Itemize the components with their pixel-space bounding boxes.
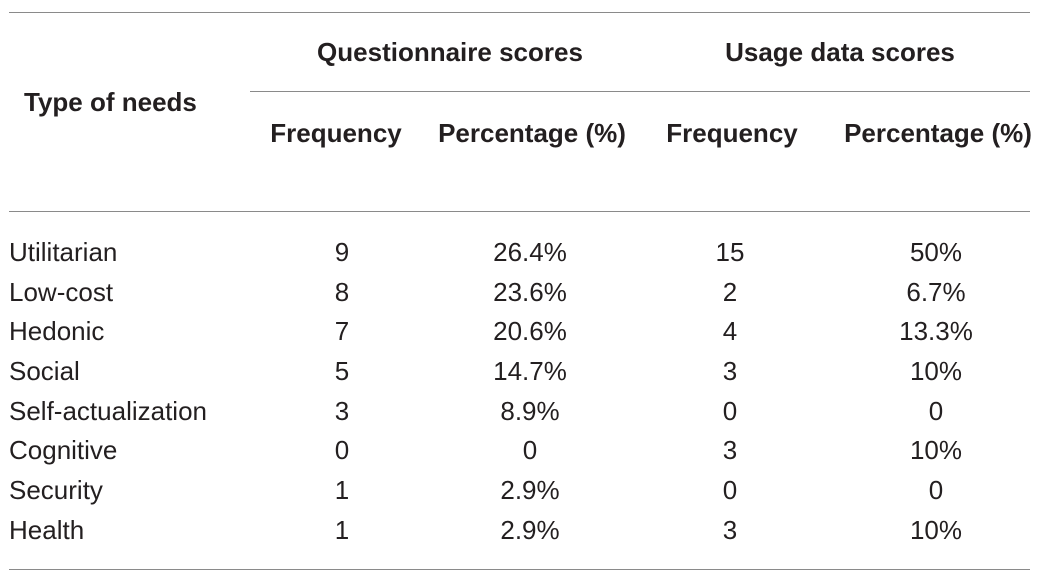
header-bottom-rule <box>9 211 1030 212</box>
header-questionnaire-scores: Questionnaire scores <box>317 37 583 67</box>
usage-frequency: 2 <box>722 276 738 307</box>
need-name: Utilitarian <box>9 237 118 267</box>
header-questionnaire-frequency: Frequency <box>270 118 402 148</box>
questionnaire-percentage: 0 <box>522 435 538 466</box>
questionnaire-frequency: 1 <box>334 514 350 545</box>
usage-frequency: 3 <box>722 514 738 545</box>
questionnaire-frequency: 3 <box>334 395 350 426</box>
questionnaire-percentage: 26.4% <box>493 237 567 267</box>
questionnaire-frequency: 5 <box>334 356 350 387</box>
usage-percentage: 50% <box>909 237 963 267</box>
questionnaire-percentage: 2.9% <box>500 475 560 506</box>
usage-frequency: 4 <box>722 316 738 347</box>
usage-percentage: 10% <box>909 514 963 545</box>
questionnaire-percentage: 2.9% <box>500 514 560 545</box>
usage-frequency: 3 <box>722 356 738 387</box>
header-questionnaire-percentage: Percentage (%) <box>438 118 626 148</box>
table-row: Health 1 2.9% 3 10% <box>0 510 1042 550</box>
need-name: Security <box>9 475 103 506</box>
table-row: Social 5 14.7% 3 10% <box>0 351 1042 391</box>
usage-percentage: 6.7% <box>906 276 966 307</box>
usage-percentage: 13.3% <box>899 316 973 347</box>
table-row: Utilitarian 9 26.4% 15 50% <box>0 232 1042 272</box>
table-row: Self-actualization 3 8.9% 0 0 <box>0 391 1042 431</box>
usage-percentage: 0 <box>928 475 944 506</box>
usage-frequency: 0 <box>722 395 738 426</box>
questionnaire-frequency: 1 <box>334 475 350 506</box>
table-row: Security 1 2.9% 0 0 <box>0 470 1042 510</box>
group-header-rule <box>250 91 1030 92</box>
need-name: Hedonic <box>9 316 105 347</box>
usage-frequency: 3 <box>722 435 738 466</box>
usage-percentage: 10% <box>909 435 963 466</box>
usage-frequency: 0 <box>722 475 738 506</box>
need-name: Health <box>9 514 85 545</box>
questionnaire-frequency: 7 <box>334 316 350 347</box>
table-body: Utilitarian 9 26.4% 15 50% Low-cost 8 23… <box>0 232 1042 550</box>
table-row: Cognitive 0 0 3 10% <box>0 430 1042 470</box>
questionnaire-frequency: 8 <box>334 276 350 307</box>
need-name: Self-actualization <box>9 395 207 426</box>
header-type-of-needs: Type of needs <box>24 87 197 117</box>
table-row: Hedonic 7 20.6% 4 13.3% <box>0 311 1042 351</box>
table-bottom-rule <box>9 569 1030 570</box>
table-row: Low-cost 8 23.6% 2 6.7% <box>0 272 1042 312</box>
questionnaire-percentage: 8.9% <box>500 395 560 426</box>
questionnaire-frequency: 0 <box>334 435 350 466</box>
questionnaire-percentage: 14.7% <box>493 356 567 387</box>
questionnaire-frequency: 9 <box>334 237 350 267</box>
header-usage-data-scores: Usage data scores <box>725 37 955 67</box>
questionnaire-percentage: 23.6% <box>493 276 567 307</box>
questionnaire-percentage: 20.6% <box>493 316 567 347</box>
usage-percentage: 10% <box>909 356 963 387</box>
need-name: Low-cost <box>9 276 114 307</box>
table-top-rule <box>9 12 1030 13</box>
usage-frequency: 15 <box>715 237 745 267</box>
need-name: Social <box>9 356 80 387</box>
header-usage-percentage: Percentage (%) <box>844 118 1032 148</box>
header-usage-frequency: Frequency <box>666 118 798 148</box>
usage-percentage: 0 <box>928 395 944 426</box>
need-name: Cognitive <box>9 435 118 466</box>
